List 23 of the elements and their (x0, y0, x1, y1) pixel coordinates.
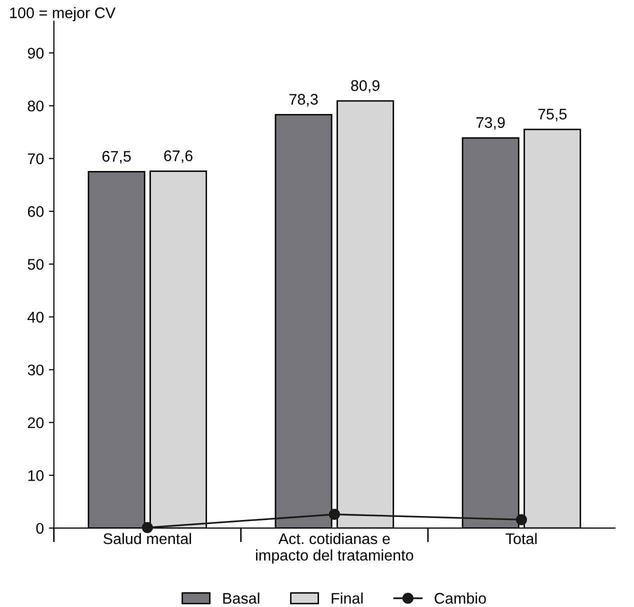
x-tick-label: Act. cotidianas e impacto del tratamiento (256, 532, 414, 564)
legend-label: Cambio (434, 592, 486, 604)
data-label: 67,6 (164, 150, 192, 164)
y-axis-title: 100 = mejor CV (10, 7, 116, 22)
y-tick-label: 40 (28, 312, 44, 323)
x-tick-label: Total (506, 532, 537, 544)
data-label: 78,3 (289, 94, 318, 107)
y-tick-label: 80 (28, 100, 44, 112)
x-tick-label: Salud mental (104, 532, 191, 544)
y-tick-label: 90 (28, 48, 44, 59)
y-tick-label: 50 (28, 258, 44, 270)
data-label: 73,9 (476, 117, 505, 130)
legend-label: Basal (223, 592, 260, 604)
y-tick-label: 0 (36, 522, 44, 534)
data-label: 75,5 (538, 108, 567, 122)
y-tick-label: 70 (28, 153, 44, 164)
y-tick-label: 10 (28, 470, 44, 481)
y-tick-label: 20 (28, 417, 44, 428)
legend-label: Final (332, 592, 363, 604)
y-tick-label: 60 (28, 206, 44, 217)
data-label: 80,9 (351, 80, 380, 93)
y-tick-label: 30 (28, 364, 44, 376)
data-label: 67,5 (102, 150, 131, 164)
